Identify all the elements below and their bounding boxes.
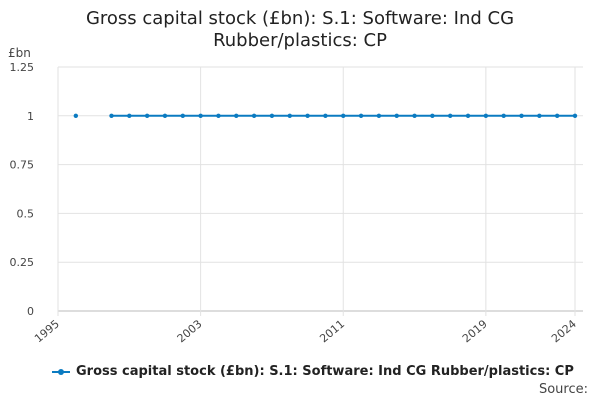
data-point-1999 — [127, 113, 132, 119]
x-tick-label: 2019 — [460, 317, 490, 345]
legend-entry-label: Gross capital stock (£bn): S.1: Software… — [76, 364, 574, 379]
data-point-1998 — [109, 113, 114, 119]
x-tick-label: 2024 — [549, 317, 579, 345]
data-point-2011 — [341, 113, 346, 119]
legend-line-marker-icon — [52, 367, 70, 377]
data-point-2002 — [180, 113, 185, 119]
data-point-2023 — [554, 113, 560, 119]
data-point-2020 — [501, 113, 506, 119]
chart-title: Gross capital stock (£bn): S.1: Software… — [85, 8, 515, 51]
data-point-2003 — [198, 113, 203, 119]
x-tick-label: 2003 — [175, 317, 205, 345]
y-axis-unit-label: £bn — [8, 46, 31, 60]
series-layer — [73, 113, 578, 119]
data-point-2015 — [412, 113, 417, 119]
data-point-2008 — [287, 113, 292, 119]
data-point-2004 — [216, 113, 221, 119]
data-point-2001 — [162, 113, 168, 119]
grid — [57, 66, 583, 316]
data-point-2014 — [394, 113, 399, 119]
data-point-2022 — [537, 113, 542, 119]
y-tick-label: 1.25 — [10, 61, 35, 74]
data-point-2005 — [234, 113, 239, 119]
data-point-2000 — [144, 113, 150, 119]
data-point-2017 — [448, 113, 453, 119]
y-axis: 0 0.25 0.5 0.75 1 1.25 — [10, 61, 35, 318]
data-point-2013 — [376, 113, 382, 119]
data-point-2018 — [465, 113, 471, 119]
data-point-2021 — [519, 113, 524, 119]
data-point-2010 — [323, 113, 328, 119]
x-tick-label: 2011 — [317, 317, 347, 345]
y-tick-label: 1 — [27, 110, 34, 123]
y-tick-label: 0.75 — [10, 159, 35, 172]
data-point-2024 — [572, 113, 578, 119]
data-point-1996 — [73, 113, 79, 119]
data-point-2016 — [430, 113, 435, 119]
y-tick-label: 0.5 — [17, 207, 35, 220]
source-label: Source: — [538, 382, 588, 397]
x-tick-label: 1995 — [32, 317, 62, 345]
data-point-2006 — [251, 113, 257, 119]
y-tick-label: 0 — [27, 305, 34, 318]
y-tick-label: 0.25 — [10, 256, 35, 269]
data-point-2009 — [305, 113, 310, 119]
x-axis: 1995 2003 2011 2019 2024 — [32, 317, 579, 345]
data-point-2007 — [269, 113, 275, 119]
legend: Gross capital stock (£bn): S.1: Software… — [52, 364, 574, 379]
data-point-2019 — [483, 113, 489, 119]
data-point-2012 — [358, 113, 364, 119]
